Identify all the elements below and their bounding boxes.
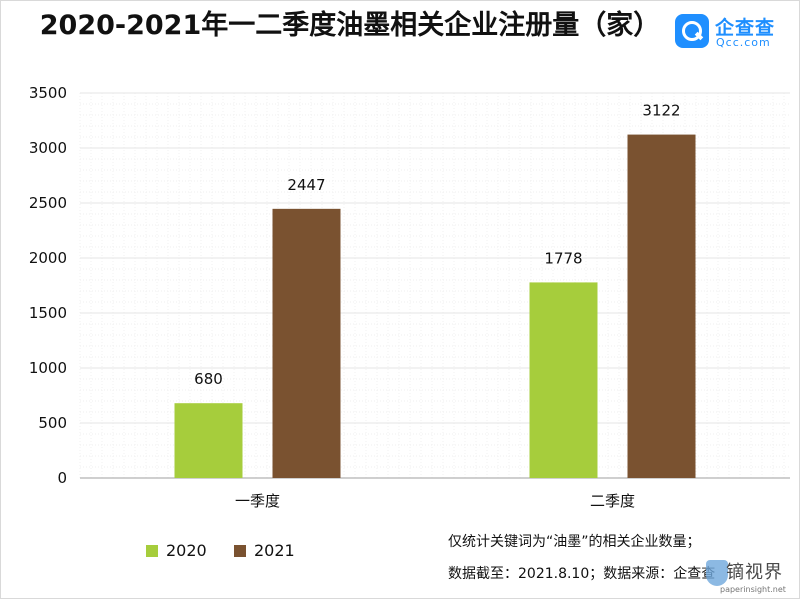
logo-name-en: Qcc.com (716, 36, 771, 49)
x-category-label: 二季度 (590, 492, 635, 510)
y-tick-label: 0 (57, 469, 67, 487)
chart-title: 2020-2021年一二季度油墨相关企业注册量（家） (39, 10, 661, 41)
data-label: 2447 (287, 176, 325, 194)
x-category-label: 一季度 (235, 492, 280, 510)
y-tick-label: 1000 (29, 359, 67, 377)
bar-2020-1 (174, 403, 243, 478)
legend-item-2020: 2020 (146, 541, 207, 560)
footnote-scope: 仅统计关键词为“油墨”的相关企业数量； (448, 534, 701, 550)
shield-icon (706, 560, 728, 586)
bar-2020-2 (529, 282, 598, 478)
y-tick-label: 2500 (29, 194, 67, 212)
watermark: 镝视界 paperinsight.net (704, 558, 798, 598)
data-label: 3122 (642, 102, 680, 120)
legend-swatch-2020 (146, 545, 158, 557)
footnote-source: 数据截至：2021.8.10；数据来源：企查查 (448, 566, 716, 582)
bar-2021-1 (272, 208, 341, 478)
y-tick-label: 2000 (29, 249, 67, 267)
watermark-text: 镝视界 (726, 562, 783, 583)
legend-item-2021: 2021 (234, 541, 295, 560)
y-tick-label: 3500 (29, 84, 67, 102)
qcc-logo-icon (675, 14, 709, 48)
y-tick-label: 3000 (29, 139, 67, 157)
data-label: 1778 (544, 249, 582, 267)
bar-2021-2 (627, 134, 696, 478)
data-label: 680 (194, 370, 223, 388)
logo-name-cn: 企查查 (715, 17, 776, 39)
legend-swatch-2021 (234, 545, 246, 557)
y-tick-label: 500 (38, 414, 67, 432)
qcc-logo: 企查查 Qcc.com (675, 14, 795, 54)
legend-label-2021: 2021 (254, 541, 295, 560)
y-tick-label: 1500 (29, 304, 67, 322)
watermark-url: paperinsight.net (720, 585, 786, 594)
legend-label-2020: 2020 (166, 541, 207, 560)
